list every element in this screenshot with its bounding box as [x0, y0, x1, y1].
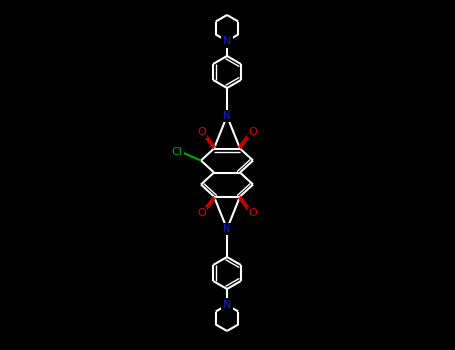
Text: N: N	[223, 111, 231, 121]
Text: O: O	[248, 127, 257, 137]
Text: N: N	[223, 300, 231, 310]
Text: Cl: Cl	[172, 147, 182, 157]
Text: O: O	[197, 127, 206, 137]
Text: N: N	[223, 36, 231, 46]
Text: N: N	[223, 224, 231, 234]
Text: O: O	[197, 208, 206, 218]
Text: O: O	[248, 208, 257, 218]
